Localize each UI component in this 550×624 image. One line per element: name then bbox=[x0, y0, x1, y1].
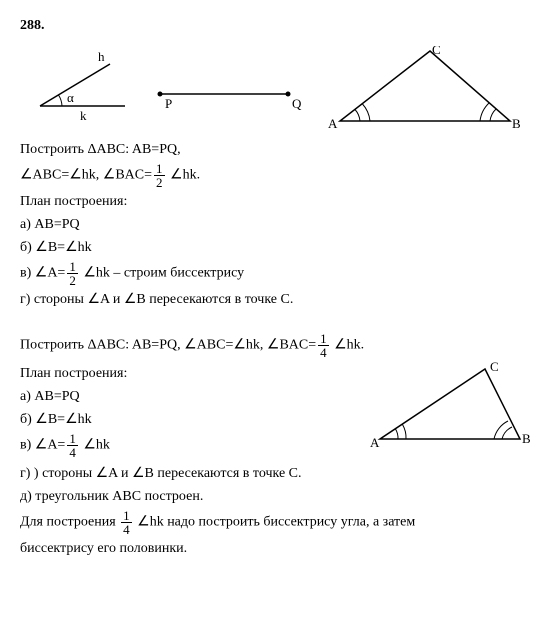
diagram-triangle-2: A B C bbox=[370, 361, 530, 451]
frac-num: 1 bbox=[318, 332, 329, 346]
p2-plan-row: План построения: а) AB=PQ б) ∠B=∠hk в) ∠… bbox=[20, 361, 530, 461]
c-label-1: C bbox=[432, 46, 441, 57]
p1-angles-tail: ∠hk. bbox=[167, 168, 201, 183]
frac-num: 1 bbox=[67, 432, 78, 446]
p2-construct-post: ∠hk. bbox=[331, 338, 365, 353]
frac-1-4-c: 14 bbox=[121, 509, 132, 536]
p2-note-line2: биссектрису его половинки. bbox=[20, 538, 530, 559]
k-label: k bbox=[80, 108, 87, 123]
p1-step-c-pre: в) ∠A= bbox=[20, 266, 65, 281]
p2-construct-pre: Построить ΔABC: AB=PQ, ∠ABC=∠hk, ∠BAC= bbox=[20, 338, 316, 353]
q-label: Q bbox=[292, 96, 302, 111]
p1-plan-title: План построения: bbox=[20, 191, 530, 212]
a-label-1: A bbox=[328, 116, 338, 131]
frac-den: 4 bbox=[67, 446, 78, 459]
p-label: P bbox=[165, 96, 172, 111]
p2-step-c: в) ∠A=14 ∠hk bbox=[20, 432, 370, 459]
frac-1-4-b: 14 bbox=[67, 432, 78, 459]
p1-step-d: г) стороны ∠A и ∠B пересекаются в точке … bbox=[20, 289, 530, 310]
alpha-label: α bbox=[67, 90, 74, 105]
p1-angles-pre: ∠ABC=∠hk, ∠BAC= bbox=[20, 168, 152, 183]
diagram-angle-pq-triangle: h k α P Q A B C bbox=[20, 46, 530, 131]
p1-step-c-post: ∠hk – строим биссектрису bbox=[80, 266, 244, 281]
p2-step-d: г) ) стороны ∠A и ∠B пересекаются в точк… bbox=[20, 463, 530, 484]
b-label-2: B bbox=[522, 431, 530, 446]
a-label-2: A bbox=[370, 435, 380, 450]
frac-1-4: 14 bbox=[318, 332, 329, 359]
p2-step-c-post: ∠hk bbox=[80, 438, 110, 453]
frac-den: 2 bbox=[67, 274, 78, 287]
p2-construct: Построить ΔABC: AB=PQ, ∠ABC=∠hk, ∠BAC=14… bbox=[20, 332, 530, 359]
p2-note-post: ∠hk надо построить биссектрису угла, а з… bbox=[134, 515, 416, 530]
p2-step-b: б) ∠B=∠hk bbox=[20, 409, 370, 430]
p1-construct: Построить ΔABC: AB=PQ, bbox=[20, 139, 530, 160]
frac-num: 1 bbox=[154, 162, 165, 176]
p1-angles: ∠ABC=∠hk, ∠BAC=12 ∠hk. bbox=[20, 162, 530, 189]
frac-den: 2 bbox=[154, 176, 165, 189]
p2-note-line1: Для построения 14 ∠hk надо построить бис… bbox=[20, 509, 530, 536]
p2-step-a: а) AB=PQ bbox=[20, 386, 370, 407]
p1-step-b: б) ∠B=∠hk bbox=[20, 237, 530, 258]
figures-row-1: h k α P Q A B C bbox=[20, 46, 530, 131]
b-label-1: B bbox=[512, 116, 521, 131]
p2-note-pre: Для построения bbox=[20, 515, 119, 530]
problem-number: 288. bbox=[20, 15, 530, 36]
frac-num: 1 bbox=[67, 260, 78, 274]
frac-num: 1 bbox=[121, 509, 132, 523]
frac-den: 4 bbox=[121, 523, 132, 536]
p1-step-a: а) AB=PQ bbox=[20, 214, 530, 235]
p2-step-c-pre: в) ∠A= bbox=[20, 438, 65, 453]
p1-step-c: в) ∠A=12 ∠hk – строим биссектрису bbox=[20, 260, 530, 287]
c-label-2: C bbox=[490, 361, 499, 374]
h-label: h bbox=[98, 49, 105, 64]
frac-1-2: 12 bbox=[154, 162, 165, 189]
p2-plan-title: План построения: bbox=[20, 363, 370, 384]
frac-1-2-b: 12 bbox=[67, 260, 78, 287]
p2-step-e: д) треугольник ABC построен. bbox=[20, 486, 530, 507]
frac-den: 4 bbox=[318, 346, 329, 359]
